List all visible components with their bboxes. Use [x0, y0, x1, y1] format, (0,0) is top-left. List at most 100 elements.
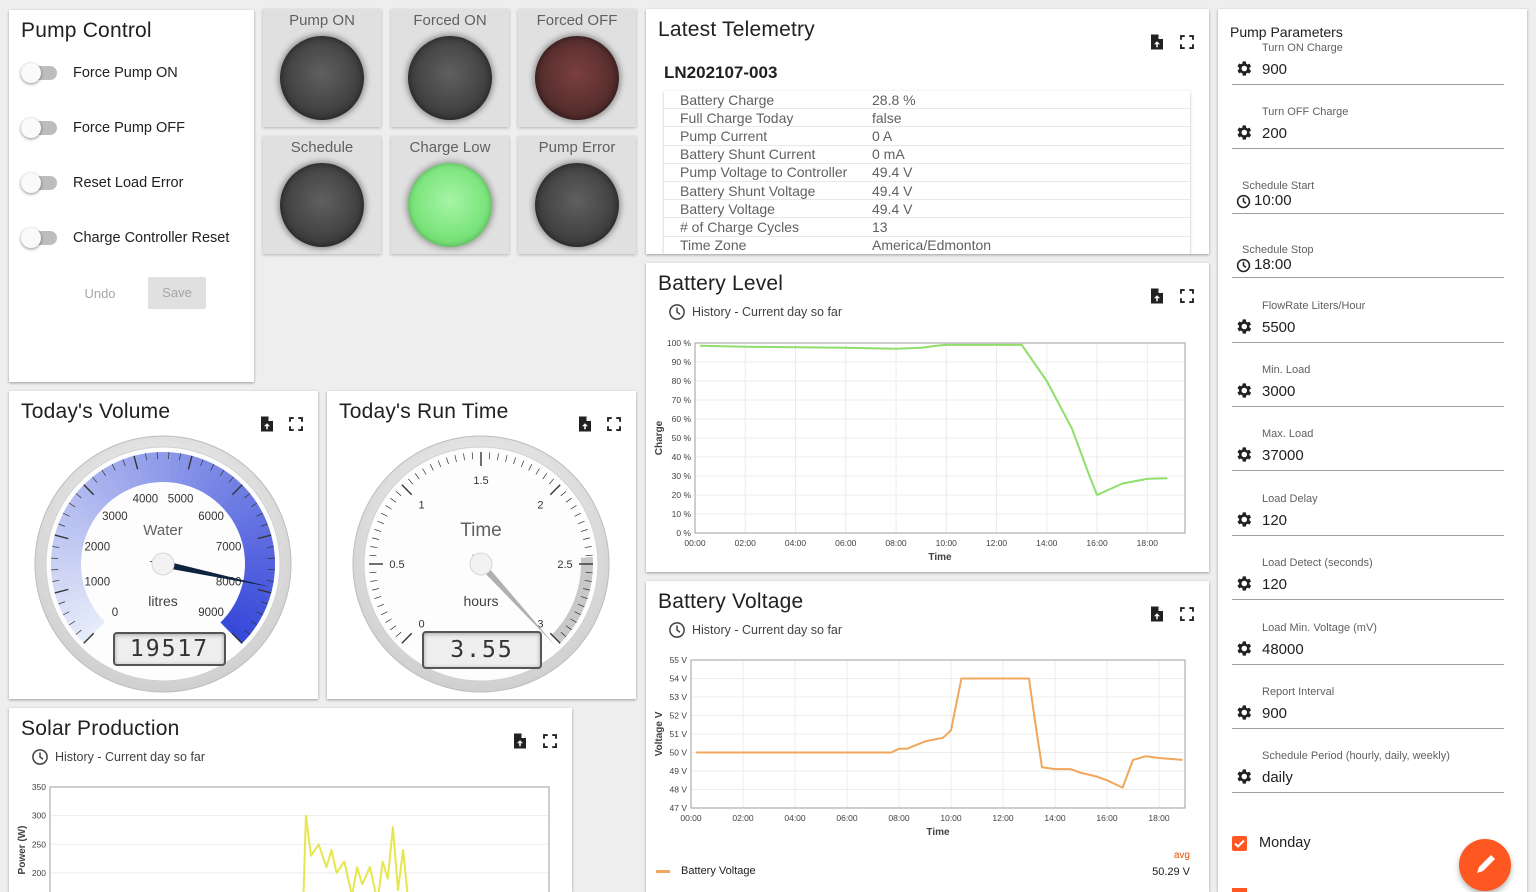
parameter-value[interactable]: 5500	[1262, 318, 1296, 336]
pump-control-card: Pump Control Force Pump ON Force Pump OF…	[9, 10, 254, 382]
parameter-field[interactable]: Turn ON Charge 900	[1232, 37, 1504, 85]
gauge-band-segment	[175, 453, 191, 485]
parameter-value[interactable]: 10:00	[1254, 191, 1292, 209]
parameter-value[interactable]: daily	[1262, 769, 1293, 787]
gauge-tick	[385, 618, 392, 623]
gauge-tick	[54, 588, 69, 594]
reset-load-error-toggle[interactable]: Reset Load Error	[21, 173, 183, 193]
gauge-tick	[210, 464, 215, 471]
gauge-tick	[219, 469, 225, 477]
gauge-tick	[385, 505, 392, 510]
monday-checkbox[interactable]: Monday	[1232, 835, 1311, 851]
gauge-band-segment	[182, 455, 199, 487]
fullscreen-icon[interactable]	[1178, 605, 1196, 623]
gauge-units: hours	[463, 593, 499, 609]
fullscreen-icon[interactable]	[1178, 33, 1196, 51]
battery-voltage-chart[interactable]: 47 V 48 V 49 V 50 V 51 V 52 V 53 V 54 V 55 V 00:0…	[646, 641, 1209, 841]
parameter-field[interactable]: FlowRate Liters/Hour 5500	[1232, 295, 1504, 343]
checkbox-checked-icon[interactable]	[1232, 835, 1247, 851]
toggle-switch[interactable]	[21, 118, 57, 138]
solar-chart[interactable]: 150200250300350Power (W)	[9, 768, 572, 892]
y-tick-label: 60 %	[672, 414, 692, 424]
fullscreen-icon[interactable]	[1178, 287, 1196, 305]
pump-control-title: Pump Control	[21, 19, 152, 42]
parameter-value[interactable]: 37000	[1262, 447, 1304, 465]
charge-controller-reset-toggle[interactable]: Charge Controller Reset	[21, 228, 229, 248]
series-line[interactable]	[302, 814, 413, 892]
parameter-field[interactable]: Schedule Start 10:00	[1232, 166, 1504, 214]
parameter-value[interactable]: 200	[1262, 125, 1288, 143]
series-line[interactable]	[699, 343, 1168, 496]
x-tick-label: 08:00	[888, 813, 910, 823]
parameter-value[interactable]: 120	[1262, 511, 1288, 529]
gauge-tick-label: 2	[537, 500, 543, 512]
parameter-field[interactable]: Min. Load 3000	[1232, 359, 1504, 407]
fullscreen-icon[interactable]	[287, 415, 305, 433]
x-tick-label: 10:00	[940, 813, 962, 823]
gauge-band-segment	[238, 589, 270, 608]
parameter-label: Min. Load	[1262, 364, 1311, 376]
export-csv-icon[interactable]	[511, 732, 529, 750]
parameter-value[interactable]: 18:00	[1254, 256, 1292, 274]
parameter-value[interactable]: 48000	[1262, 640, 1304, 658]
parameter-field[interactable]: Max. Load 37000	[1232, 423, 1504, 472]
gauge-tick	[145, 453, 147, 461]
runtime-card: Today's Run Time 0 0.5 1 1.5 2 2.5 3 Time hour…	[327, 391, 636, 699]
parameter-value[interactable]: 900	[1262, 705, 1288, 722]
parameter-field[interactable]: Schedule Period (hourly, daily, weekly) d…	[1232, 745, 1504, 794]
gauge-tick-label: 1.5	[473, 475, 488, 487]
fullscreen-icon[interactable]	[605, 415, 623, 433]
export-csv-icon[interactable]	[1148, 605, 1166, 623]
export-csv-icon[interactable]	[258, 415, 276, 433]
force-pump-on-toggle[interactable]: Force Pump ON	[21, 63, 178, 83]
force-pump-off-toggle[interactable]: Force Pump OFF	[21, 118, 185, 138]
plot-border	[690, 659, 1186, 809]
fullscreen-icon[interactable]	[541, 732, 559, 750]
telemetry-table[interactable]: Battery Charge 28.8 % Full Charge Today fal…	[664, 91, 1190, 254]
gauge-tick-label: 0	[112, 607, 118, 619]
clock-icon	[1236, 258, 1251, 278]
x-tick-label: 06:00	[836, 813, 858, 823]
y-tick-label: 49 V	[670, 766, 688, 776]
save-button[interactable]: Save	[148, 277, 206, 309]
toggle-switch[interactable]	[21, 173, 57, 193]
telemetry-row: Full Charge Today false	[664, 109, 1190, 128]
runtime-gauge: 0 0.5 1 1.5 2 2.5 3	[352, 435, 610, 693]
parameter-value[interactable]: 3000	[1262, 383, 1296, 400]
indicator-pump-error: Pump Error	[518, 136, 636, 254]
parameter-field[interactable]: Load Min. Voltage (mV) 48000	[1232, 617, 1504, 665]
toggle-switch[interactable]	[21, 63, 57, 83]
gauge-tick	[446, 457, 449, 465]
parameter-value[interactable]: 900	[1262, 61, 1288, 78]
series-line[interactable]	[696, 677, 1183, 789]
parameter-field[interactable]: Report Interval 900	[1232, 681, 1504, 729]
gauge-tick-label: 1	[419, 500, 425, 512]
parameter-field[interactable]: Load Detect (seconds) 120	[1232, 552, 1504, 601]
gauge-tick	[54, 534, 69, 540]
parameter-field[interactable]: Load Delay 120	[1232, 488, 1504, 536]
battery-level-card: Battery Level History - Current day so f…	[646, 263, 1209, 572]
gauge-band-segment	[236, 513, 267, 534]
telemetry-row: Battery Shunt Voltage 49.4 V	[664, 182, 1190, 201]
export-csv-icon[interactable]	[1148, 287, 1166, 305]
parameter-field[interactable]: Turn OFF Charge 200	[1232, 101, 1504, 150]
gauge-tick	[381, 512, 388, 517]
gauge-tick	[422, 468, 427, 475]
battery-level-chart[interactable]: 0 % 10 % 20 % 30 % 40 % 50 % 60 % 70 % 80 % 90 % 1…	[646, 323, 1209, 572]
gauge-tick	[513, 457, 516, 465]
export-csv-icon[interactable]	[1148, 33, 1166, 51]
gauge-band-segment	[71, 611, 101, 637]
edit-fab-button[interactable]	[1459, 839, 1511, 891]
toggle-switch[interactable]	[21, 228, 57, 248]
x-tick-label: 18:00	[1148, 813, 1170, 823]
gauge-tick-label: 4000	[133, 493, 159, 505]
export-csv-icon[interactable]	[576, 415, 594, 433]
parameters-card: Pump Parameters Turn ON Charge 900 Turn OF…	[1218, 9, 1527, 892]
led-light	[280, 36, 364, 120]
gauge-band-segment	[235, 595, 267, 616]
legend-item[interactable]: Battery Voltage	[656, 865, 756, 877]
parameter-field[interactable]: Schedule Stop 18:00	[1232, 230, 1504, 279]
undo-button[interactable]: Undo	[84, 286, 116, 301]
indicator-label: Schedule	[290, 139, 354, 156]
parameter-value[interactable]: 120	[1262, 576, 1288, 594]
